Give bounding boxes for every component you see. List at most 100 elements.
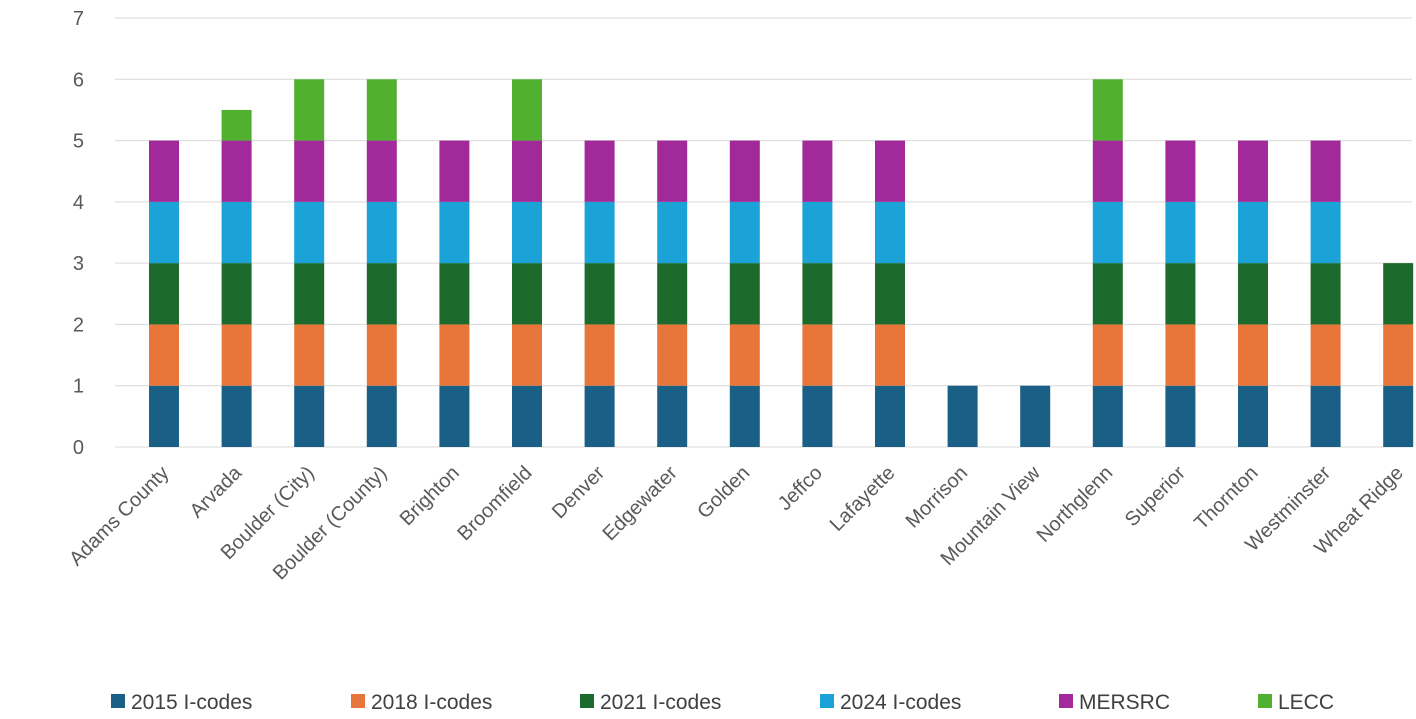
x-category-label: Thornton [1190, 462, 1262, 534]
x-category-label: Northglenn [1033, 462, 1118, 547]
bar-segment [584, 385, 615, 447]
y-tick-label: 3 [73, 253, 84, 275]
bar-segment [1238, 263, 1268, 325]
bar-segment [221, 263, 252, 325]
bar-segment [802, 324, 833, 386]
bar-segment [875, 140, 905, 202]
bar-segment [584, 201, 615, 264]
bar-segment [875, 385, 905, 447]
legend-label: LECC [1278, 691, 1334, 714]
bar-segment [439, 324, 470, 386]
bar-segment [1310, 140, 1341, 202]
bar-segment [1165, 263, 1196, 325]
bar-segment [657, 324, 688, 386]
bar-segment [1092, 324, 1123, 386]
bar-segment [294, 79, 325, 141]
bar-segment [1092, 385, 1123, 447]
legend-label: 2015 I-codes [131, 691, 252, 714]
bar-segment [512, 140, 542, 202]
bar-segment [729, 324, 760, 386]
y-tick-label: 2 [73, 314, 84, 336]
bar-segment [729, 385, 760, 447]
bar-segment [149, 140, 179, 202]
bar-segment [1383, 263, 1414, 325]
legend-swatch [351, 694, 365, 708]
bar-segment [657, 201, 688, 264]
bar-segment [366, 79, 397, 141]
y-tick-label: 0 [73, 437, 84, 459]
bar-segment [1165, 324, 1196, 386]
legend-swatch [820, 694, 834, 708]
legend-label: MERSRC [1079, 691, 1170, 714]
x-category-label: Arvada [186, 461, 247, 522]
bar-segment [1383, 385, 1414, 447]
legend-label: 2021 I-codes [600, 691, 721, 714]
bar-segment [149, 201, 179, 264]
bar-segment [657, 140, 688, 202]
bar-segment [439, 263, 470, 325]
bar-segment [1310, 263, 1341, 325]
bar-segment [366, 140, 397, 202]
y-tick-label: 4 [73, 192, 84, 214]
legend-swatch [1258, 694, 1272, 708]
bar-segment [657, 263, 688, 325]
bar-segment [875, 324, 905, 386]
bar-segment [1310, 385, 1341, 447]
gridlines [115, 17, 1412, 448]
bar-segment [439, 201, 470, 264]
bar-segment [294, 263, 325, 325]
bar-segment [729, 263, 760, 325]
bar-segment [1165, 385, 1196, 447]
bar-segment [1238, 385, 1268, 447]
bar-segment [802, 201, 833, 264]
bar-segment [294, 385, 325, 447]
bar-segment [1092, 79, 1123, 141]
legend-label: 2018 I-codes [371, 691, 492, 714]
bar-segment [294, 140, 325, 202]
bar-segment [875, 201, 905, 264]
bar-segment [221, 385, 252, 447]
bar-segment [221, 324, 252, 386]
bar-segment [512, 385, 542, 447]
y-tick-label: 1 [73, 376, 84, 398]
bar-segment [729, 201, 760, 264]
bar-segment [439, 385, 470, 447]
bar-segment [1238, 324, 1268, 386]
bar-segment [584, 324, 615, 386]
bar-segment [1165, 140, 1196, 202]
bars [149, 79, 1414, 447]
bar-segment [584, 140, 615, 202]
bar-segment [512, 324, 542, 386]
legend-swatch [1059, 694, 1073, 708]
bar-segment [1238, 201, 1268, 264]
bar-segment [657, 385, 688, 447]
legend: 2015 I-codes 2018 I-codes 2021 I-codes 2024… [111, 691, 1334, 714]
bar-segment [1383, 324, 1414, 386]
bar-segment [366, 263, 397, 325]
bar-segment [512, 79, 542, 141]
x-category-label: Denver [548, 462, 609, 523]
x-category-label: Superior [1121, 462, 1190, 531]
bar-segment [1310, 201, 1341, 264]
bar-segment [149, 385, 179, 447]
y-axis-ticks: 0 1 2 3 4 5 6 7 [73, 8, 84, 459]
legend-swatch [580, 694, 594, 708]
bar-segment [802, 140, 833, 202]
bar-segment [366, 201, 397, 264]
x-category-label: Lafayette [826, 462, 900, 536]
bar-segment [1092, 201, 1123, 264]
bar-segment [875, 263, 905, 325]
y-tick-label: 6 [73, 69, 84, 91]
bar-segment [802, 263, 833, 325]
bar-segment [366, 324, 397, 386]
x-category-label: Adams County [65, 462, 173, 570]
x-category-label: Morrison [902, 462, 973, 533]
bar-segment [1092, 140, 1123, 202]
bar-segment [512, 263, 542, 325]
y-tick-label: 5 [73, 131, 84, 153]
bar-segment [221, 140, 252, 202]
x-category-label: Brighton [396, 462, 464, 530]
bar-segment [149, 324, 179, 386]
bar-segment [1238, 140, 1268, 202]
